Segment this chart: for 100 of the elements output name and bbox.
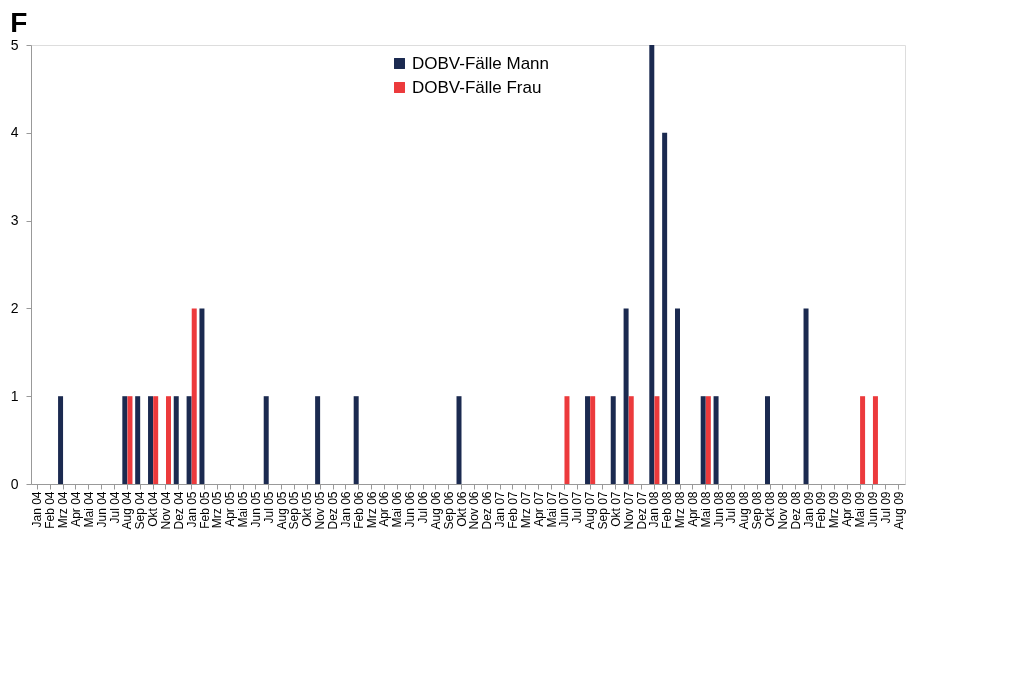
x-tick-label: Okt 06 (454, 491, 469, 527)
x-tick-label: Jul 08 (724, 491, 739, 524)
y-tick-label: 2 (10, 299, 19, 316)
x-tick-label: Jul 06 (416, 491, 431, 524)
bar (623, 308, 629, 484)
bar (353, 396, 359, 484)
x-tick-label: Aug 08 (737, 491, 752, 530)
x-tick-label: Feb 05 (197, 491, 212, 529)
x-tick-label: Jun 05 (248, 491, 263, 528)
x-tick-label: Okt 05 (300, 491, 315, 527)
legend-label: DOBV-Fälle Mann (412, 53, 549, 73)
x-tick-label: Jan 07 (493, 491, 508, 528)
legend-label: DOBV-Fälle Frau (412, 77, 542, 97)
x-tick-label: Jun 08 (711, 491, 726, 528)
x-tick-label: Mrz 04 (56, 491, 71, 529)
x-tick-label: Sep 05 (287, 491, 302, 530)
x-tick-label: Okt 08 (763, 491, 778, 527)
x-tick-label: Jun 09 (865, 491, 880, 528)
x-tick-label: Jul 09 (878, 491, 893, 524)
x-tick-label: Jan 04 (30, 491, 45, 528)
y-tick-label: 0 (10, 475, 19, 492)
bar (590, 396, 596, 484)
x-tick-label: Jan 06 (338, 491, 353, 528)
x-tick-label: Nov 08 (775, 491, 790, 530)
x-tick-label: Feb 04 (43, 491, 58, 529)
x-tick-label: Jun 07 (557, 491, 572, 528)
x-tick-label: Mrz 05 (210, 491, 225, 529)
bar (127, 396, 133, 484)
x-tick-label: Dez 08 (788, 491, 803, 530)
bar (628, 396, 634, 484)
y-tick-label: 4 (10, 124, 19, 141)
y-tick-label: 3 (10, 212, 19, 229)
x-tick-label: Jun 04 (94, 491, 109, 528)
x-tick-label: Okt 04 (146, 491, 161, 527)
bar (585, 396, 591, 484)
x-tick-label: Mrz 06 (364, 491, 379, 529)
x-tick-label: Mrz 09 (827, 491, 842, 529)
bar (58, 396, 64, 484)
x-tick-label: Apr 04 (68, 491, 83, 527)
x-tick-label: Okt 07 (608, 491, 623, 527)
bar (122, 396, 128, 484)
x-tick-label: Mrz 07 (518, 491, 533, 529)
x-tick-label: Apr 08 (685, 491, 700, 527)
x-tick-label: Nov 05 (313, 491, 328, 530)
x-tick-label: Mai 04 (81, 491, 96, 528)
bar (803, 308, 809, 484)
x-tick-label: Dez 05 (326, 491, 341, 530)
x-tick-label: Aug 09 (891, 491, 906, 530)
bar (199, 308, 205, 484)
bar (860, 396, 866, 484)
x-tick-label: Mai 09 (853, 491, 868, 528)
x-tick-label: Feb 09 (814, 491, 829, 529)
bar (705, 396, 711, 484)
x-tick-label: Mai 05 (236, 491, 251, 528)
bar (166, 396, 172, 484)
x-tick-label: Sep 08 (750, 491, 765, 530)
x-tick-label: Jul 04 (107, 491, 122, 524)
x-tick-label: Jul 07 (570, 491, 585, 524)
x-tick-label: Aug 06 (428, 491, 443, 530)
bar (153, 396, 159, 484)
bar (315, 396, 321, 484)
x-tick-label: Aug 05 (274, 491, 289, 530)
x-tick-label: Jan 08 (647, 491, 662, 528)
x-tick-label: Jan 05 (184, 491, 199, 528)
bar (872, 396, 878, 484)
bar (610, 396, 616, 484)
x-tick-label: Aug 04 (120, 491, 135, 530)
x-tick-label: Mrz 08 (673, 491, 688, 529)
x-tick-label: Feb 07 (505, 491, 520, 529)
x-tick-label: Dez 06 (480, 491, 495, 530)
x-tick-label: Apr 09 (840, 491, 855, 527)
bar (173, 396, 179, 484)
bar (649, 45, 655, 484)
x-tick-label: Apr 06 (377, 491, 392, 527)
bar (662, 132, 668, 484)
x-tick-label: Mai 08 (698, 491, 713, 528)
x-tick-label: Dez 04 (171, 491, 186, 530)
x-tick-label: Nov 04 (158, 491, 173, 530)
x-tick-label: Dez 07 (634, 491, 649, 530)
x-tick-label: Feb 06 (351, 491, 366, 529)
y-tick-label: 5 (10, 36, 19, 53)
x-tick-label: Nov 07 (621, 491, 636, 530)
x-tick-label: Jun 06 (403, 491, 418, 528)
bar (135, 396, 141, 484)
x-tick-label: Mai 06 (390, 491, 405, 528)
x-tick-label: Feb 08 (660, 491, 675, 529)
bar (456, 396, 462, 484)
bar (713, 396, 719, 484)
bar (564, 396, 570, 484)
bar (263, 396, 269, 484)
bar (654, 396, 660, 484)
x-tick-label: Sep 04 (133, 491, 148, 530)
bar (700, 396, 706, 484)
x-tick-label: Jul 05 (261, 491, 276, 524)
bar (764, 396, 770, 484)
bar (186, 396, 192, 484)
bar (191, 308, 197, 484)
x-tick-label: Mai 07 (544, 491, 559, 528)
x-tick-label: Nov 06 (467, 491, 482, 530)
bar (675, 308, 680, 484)
